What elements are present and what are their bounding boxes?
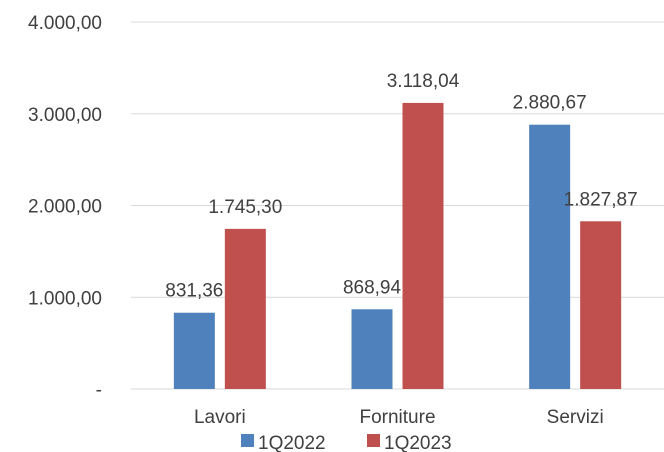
legend-swatch xyxy=(367,434,380,447)
y-tick-label: 3.000,00 xyxy=(28,105,102,126)
y-tick-label: - xyxy=(96,380,102,401)
category-label: Forniture xyxy=(359,407,435,428)
y-tick-label: 1.000,00 xyxy=(28,288,102,309)
x-axis-category-labels: Lavori Forniture Servizi xyxy=(194,407,604,428)
bars xyxy=(173,102,622,390)
data-label: 2.880,67 xyxy=(513,93,587,114)
data-label: 831,36 xyxy=(165,281,223,302)
bar-1Q2022-Servizi xyxy=(529,124,571,390)
legend-swatch xyxy=(241,434,254,447)
data-label: 1.745,30 xyxy=(208,197,282,218)
bar-1Q2023-Forniture xyxy=(402,102,444,389)
y-tick-label: 4.000,00 xyxy=(28,13,102,34)
category-label: Servizi xyxy=(547,407,604,428)
bar-1Q2023-Lavori xyxy=(224,228,266,389)
legend: 1Q2022 1Q2023 xyxy=(241,433,452,452)
y-tick-label: 2.000,00 xyxy=(28,197,102,218)
category-label: Lavori xyxy=(194,407,246,428)
y-axis-tick-labels: - 1.000,00 2.000,00 3.000,00 4.000,00 xyxy=(28,13,102,401)
legend-label: 1Q2023 xyxy=(384,433,452,452)
data-label: 868,94 xyxy=(343,277,402,298)
legend-label: 1Q2022 xyxy=(258,433,326,452)
data-label: 1.827,87 xyxy=(564,189,638,210)
bar-1Q2022-Forniture xyxy=(351,309,393,389)
data-labels: 831,36 1.745,30 868,94 3.118,04 2.880,67 1.82… xyxy=(165,71,637,302)
bar-1Q2022-Lavori xyxy=(173,312,215,389)
data-label: 3.118,04 xyxy=(387,71,460,92)
bar-1Q2023-Servizi xyxy=(580,221,622,389)
gridlines xyxy=(131,21,664,390)
